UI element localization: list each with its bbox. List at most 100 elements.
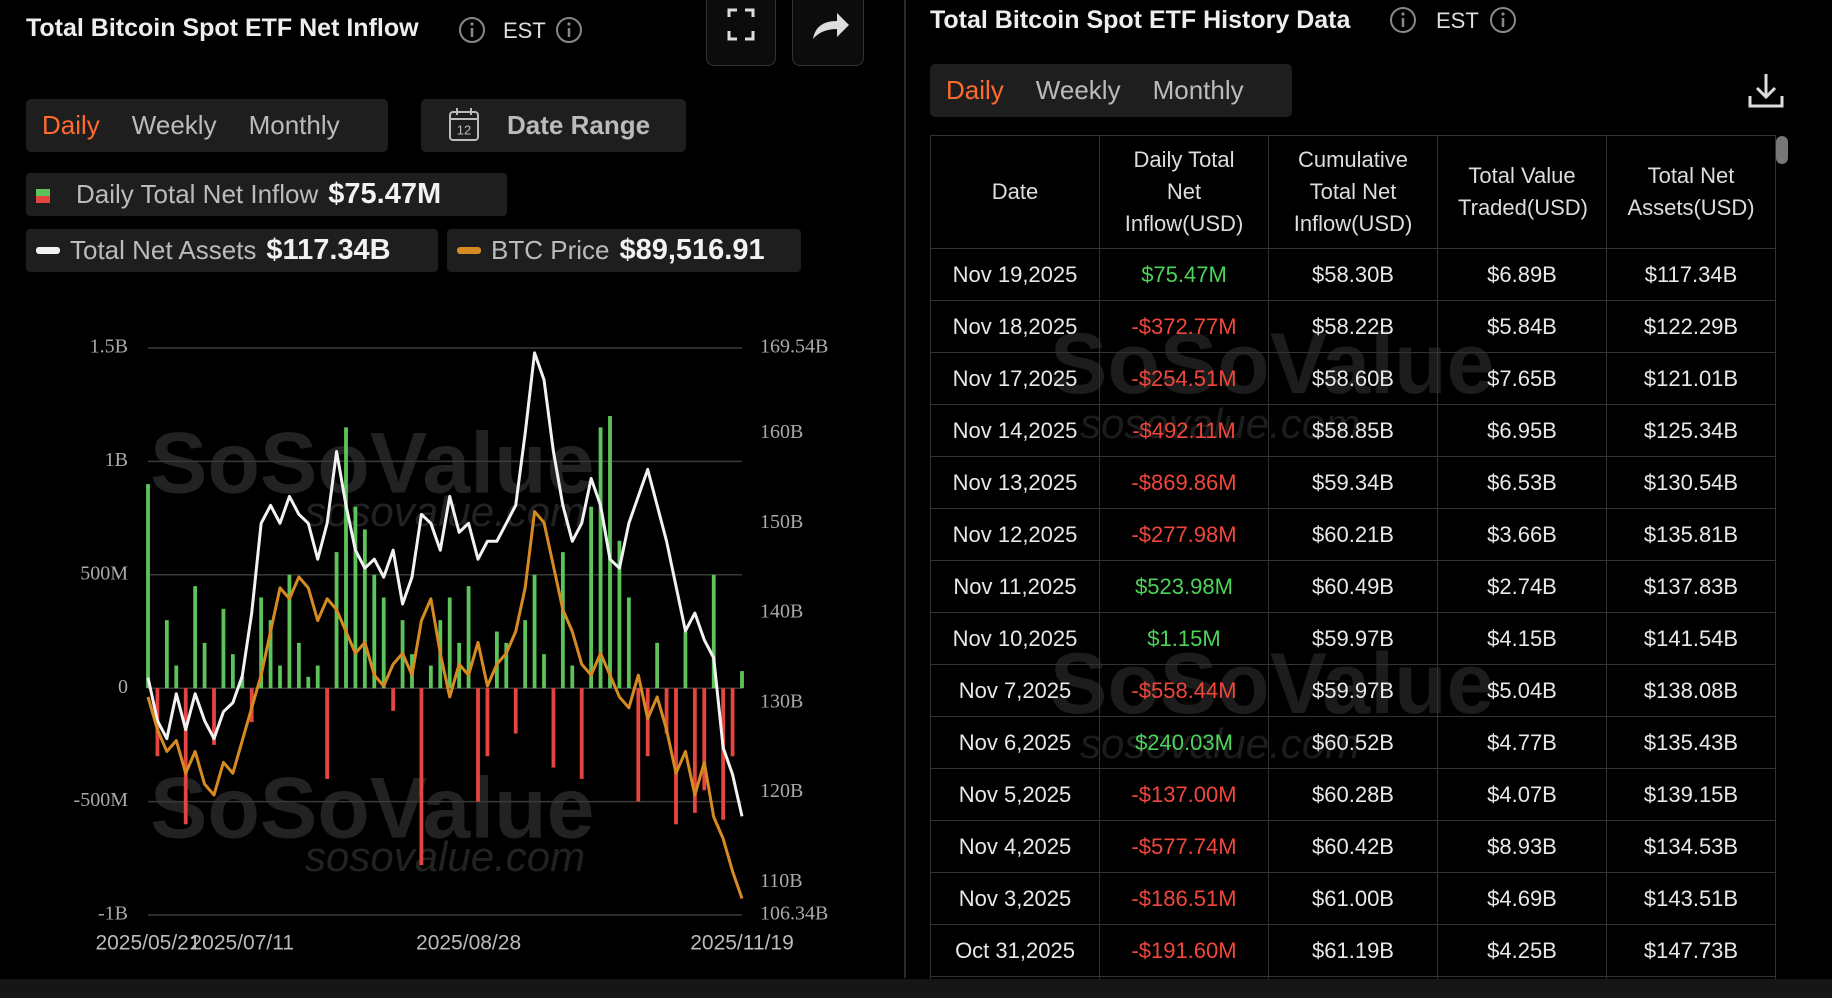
legend-assets[interactable]: Total Net Assets $117.34B	[26, 229, 438, 272]
legend-inflow[interactable]: Daily Total Net Inflow $75.47M	[26, 173, 507, 216]
table-cell: Nov 11,2025	[930, 560, 1100, 613]
table-cell: $6.89B	[1437, 248, 1607, 301]
bar	[655, 642, 660, 689]
bar	[287, 574, 292, 689]
x-tick-label: 2025/07/11	[191, 932, 295, 955]
table-cell: -$372.77M	[1099, 300, 1269, 353]
table-cell: $137.83B	[1606, 560, 1776, 613]
scrollbar[interactable]	[1776, 136, 1788, 164]
table-cell: $60.49B	[1268, 560, 1438, 613]
bar	[523, 620, 528, 689]
table-cell: $117.34B	[1606, 248, 1776, 301]
tab[interactable]: Monthly	[1152, 75, 1244, 105]
bar	[692, 688, 697, 813]
info-icon[interactable]	[1489, 6, 1517, 34]
table-cell: $138.08B	[1606, 664, 1776, 717]
bar	[730, 688, 735, 757]
table-cell: $75.47M	[1099, 248, 1269, 301]
bar	[702, 688, 707, 791]
table-cell: $121.01B	[1606, 352, 1776, 405]
table-cell: -$869.86M	[1099, 456, 1269, 509]
table-cell: $6.95B	[1437, 404, 1607, 457]
y2-tick-label: 169.54B	[760, 336, 828, 358]
tab[interactable]: Weekly	[1035, 75, 1121, 105]
table-cell: $60.42B	[1268, 820, 1438, 873]
fullscreen-button[interactable]	[706, 0, 776, 66]
bar	[212, 688, 216, 745]
legend-label: BTC Price	[491, 235, 610, 265]
bar	[391, 688, 396, 711]
tab[interactable]: Weekly	[131, 110, 217, 140]
table-row: Nov 19,2025 $75.47M $58.30B $6.89B $117.34B	[930, 248, 1776, 301]
table-cell: $143.94B	[1606, 976, 1776, 980]
share-button[interactable]	[792, 0, 864, 66]
table-cell: $4.69B	[1437, 872, 1607, 925]
bar	[617, 540, 622, 689]
table-cell: Oct 31,2025	[930, 924, 1100, 977]
table-cell: $130.54B	[1606, 456, 1776, 509]
table-row: Nov 5,2025 -$137.00M $60.28B $4.07B $139.15B	[930, 768, 1776, 821]
table-cell: $8.93B	[1437, 820, 1607, 873]
download-button[interactable]	[1746, 70, 1786, 112]
bar	[381, 597, 386, 689]
table-cell: $143.51B	[1606, 872, 1776, 925]
table-cell: $1.15M	[1099, 612, 1269, 665]
date-range-button[interactable]: 12 Date Range	[421, 99, 686, 152]
table-row: Nov 11,2025 $523.98M $60.49B $2.74B $137.83B	[930, 560, 1776, 613]
table-cell: $4.25B	[1437, 924, 1607, 977]
table-row: Nov 3,2025 -$186.51M $61.00B $4.69B $143.51B	[930, 872, 1776, 925]
bar	[344, 427, 348, 689]
tab[interactable]: Daily	[42, 110, 100, 140]
y2-tick-label: 160B	[760, 421, 803, 443]
legend-btc[interactable]: BTC Price $89,516.91	[447, 229, 801, 272]
chart: SoSoValuesosovalue.comSoSoValuesosovalue…	[74, 336, 829, 955]
table-row: Nov 7,2025 -$558.44M $59.97B $5.04B $138.08B	[930, 664, 1776, 717]
y-tick-label: 1.5B	[90, 336, 128, 358]
info-icon[interactable]	[1389, 6, 1417, 34]
tab[interactable]: Monthly	[248, 110, 340, 140]
table-cell: $60.21B	[1268, 508, 1438, 561]
table-cell: Nov 5,2025	[930, 768, 1100, 821]
bar	[645, 688, 650, 757]
table-row: Nov 12,2025 -$277.98M $60.21B $3.66B $135.81…	[930, 508, 1776, 561]
bar	[278, 665, 282, 689]
bar	[221, 608, 226, 689]
table-cell: Nov 13,2025	[930, 456, 1100, 509]
bar	[315, 665, 320, 689]
info-icon[interactable]	[555, 16, 583, 44]
table-cell: $60.28B	[1268, 768, 1438, 821]
y2-tick-label: 110B	[760, 870, 803, 892]
header-row: Date Daily Total Net Inflow(USD) Cumulativ…	[930, 135, 1776, 249]
history-table: Date Daily Total Net Inflow(USD) Cumulativ…	[930, 135, 1776, 980]
table-row: Oct 31,2025 -$191.60M $61.19B $4.25B $147.73…	[930, 924, 1776, 977]
table-row: Nov 10,2025 $1.15M $59.97B $4.15B $141.54B	[930, 612, 1776, 665]
y2-tick-label: 120B	[760, 780, 803, 802]
bar	[230, 654, 235, 689]
table-title: Total Bitcoin Spot ETF History Data	[930, 6, 1351, 34]
y2-tick-label: 150B	[760, 511, 803, 533]
table-cell: Nov 18,2025	[930, 300, 1100, 353]
table-cell: $240.03M	[1099, 716, 1269, 769]
bar	[570, 665, 575, 689]
table-cell: $4.77B	[1437, 716, 1607, 769]
tab[interactable]: Daily	[946, 75, 1004, 105]
table-row: Nov 6,2025 $240.03M $60.52B $4.77B $135.43B	[930, 716, 1776, 769]
table-cell: $125.34B	[1606, 404, 1776, 457]
info-icon[interactable]	[458, 16, 486, 44]
table-cell: $59.97B	[1268, 612, 1438, 665]
table-cell: $4.15B	[1437, 612, 1607, 665]
footer-strip	[0, 979, 1832, 998]
bar	[513, 688, 518, 734]
bar	[589, 506, 594, 689]
table-cell: $2.74B	[1437, 560, 1607, 613]
table-cell: $147.73B	[1606, 924, 1776, 977]
table-cell: $58.22B	[1268, 300, 1438, 353]
legend-value: $117.34B	[266, 234, 391, 266]
bar	[636, 688, 641, 802]
column-header: Daily Total Net Inflow(USD)	[1099, 135, 1269, 249]
table-cell: -$492.11M	[1099, 404, 1269, 457]
calendar-day: 12	[457, 122, 471, 137]
bar	[325, 688, 330, 779]
divider	[904, 0, 906, 978]
